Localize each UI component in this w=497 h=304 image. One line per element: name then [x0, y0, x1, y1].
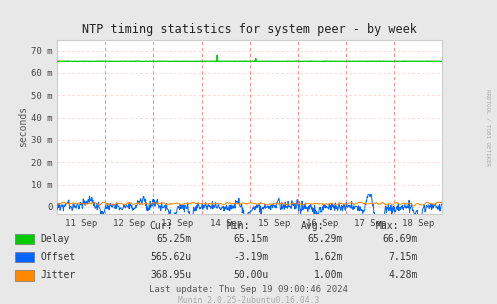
- Text: Cur:: Cur:: [149, 222, 172, 231]
- Text: 66.69m: 66.69m: [382, 234, 417, 244]
- Text: 65.25m: 65.25m: [156, 234, 191, 244]
- Text: Max:: Max:: [375, 222, 399, 231]
- Text: -3.19m: -3.19m: [233, 252, 268, 262]
- Text: 65.29m: 65.29m: [308, 234, 343, 244]
- Text: 65.15m: 65.15m: [233, 234, 268, 244]
- Text: 1.00m: 1.00m: [314, 270, 343, 280]
- Text: 7.15m: 7.15m: [388, 252, 417, 262]
- Text: Offset: Offset: [41, 252, 76, 262]
- Title: NTP timing statistics for system peer - by week: NTP timing statistics for system peer - …: [83, 22, 417, 36]
- Text: Delay: Delay: [41, 234, 70, 244]
- Y-axis label: seconds: seconds: [18, 106, 28, 147]
- Text: Avg:: Avg:: [301, 222, 324, 231]
- Text: Munin 2.0.25-2ubuntu0.16.04.3: Munin 2.0.25-2ubuntu0.16.04.3: [178, 296, 319, 304]
- Text: 4.28m: 4.28m: [388, 270, 417, 280]
- Text: Last update: Thu Sep 19 09:00:46 2024: Last update: Thu Sep 19 09:00:46 2024: [149, 285, 348, 294]
- Text: RRDTOOL / TOBI OETIKER: RRDTOOL / TOBI OETIKER: [486, 89, 491, 166]
- Text: 50.00u: 50.00u: [233, 270, 268, 280]
- Text: 1.62m: 1.62m: [314, 252, 343, 262]
- Text: Jitter: Jitter: [41, 270, 76, 280]
- Text: 565.62u: 565.62u: [150, 252, 191, 262]
- Text: 368.95u: 368.95u: [150, 270, 191, 280]
- Text: Min:: Min:: [226, 222, 249, 231]
